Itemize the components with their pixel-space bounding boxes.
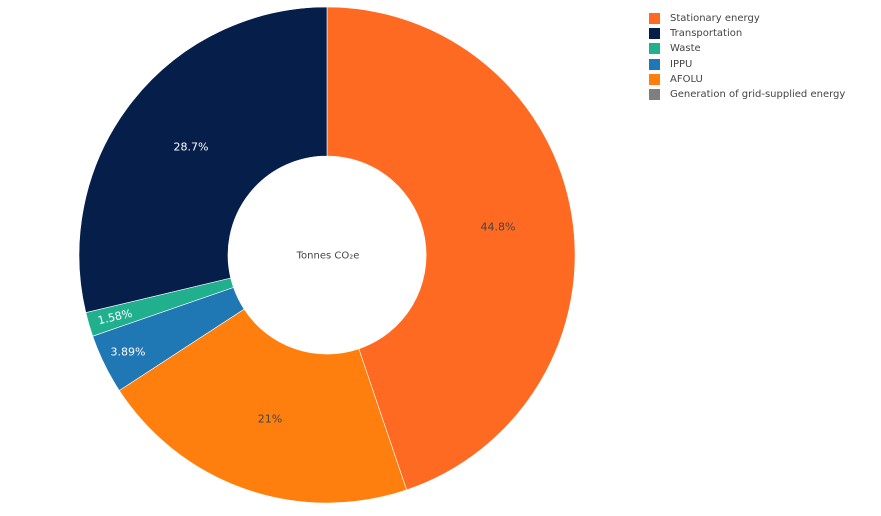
legend-item-ippu[interactable]: IPPU: [649, 57, 845, 72]
slice-stationary-energy[interactable]: [326, 6, 576, 491]
legend-item-afolu[interactable]: AFOLU: [649, 72, 845, 87]
legend-label: Stationary energy: [670, 13, 760, 25]
legend-item-transportation[interactable]: Transportation: [649, 26, 845, 41]
legend-swatch: [649, 28, 660, 40]
label-ippu: 3.89%: [111, 346, 146, 359]
legend-label: Transportation: [670, 28, 743, 40]
legend-swatch: [649, 13, 660, 25]
center-label: Tonnes CO₂e: [296, 251, 360, 262]
legend-label: Waste: [670, 43, 701, 55]
legend-swatch: [649, 89, 660, 101]
label-afolu: 21%: [258, 413, 282, 426]
legend-label: IPPU: [670, 58, 693, 70]
legend-swatch: [649, 73, 660, 85]
legend-swatch: [649, 58, 660, 70]
legend-label: Generation of grid-supplied energy: [670, 89, 846, 101]
legend-item-stationary-energy[interactable]: Stationary energy: [649, 11, 845, 26]
slice-transportation[interactable]: [78, 6, 328, 313]
legend-label: AFOLU: [670, 73, 703, 85]
slice-afolu[interactable]: [118, 308, 407, 504]
legend-item-grid-supplied-energy[interactable]: Generation of grid-supplied energy: [649, 87, 845, 102]
legend-swatch: [649, 43, 660, 55]
legend: Stationary energy Transportation Waste I…: [649, 11, 845, 102]
legend-item-waste[interactable]: Waste: [649, 41, 845, 56]
label-transportation: 28.7%: [174, 141, 209, 154]
label-stationary-energy: 44.8%: [481, 221, 516, 234]
